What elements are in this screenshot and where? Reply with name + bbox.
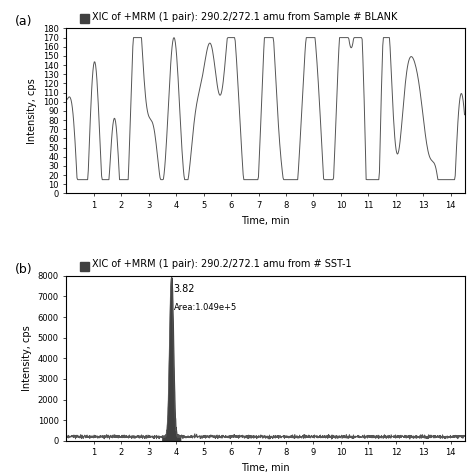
Bar: [80, 14, 89, 24]
X-axis label: Time, min: Time, min: [241, 463, 290, 473]
Text: (b): (b): [15, 263, 32, 276]
Text: 3.82: 3.82: [173, 283, 195, 293]
Bar: [80, 262, 89, 271]
Text: XIC of +MRM (1 pair): 290.2/272.1 amu from Sample # BLANK: XIC of +MRM (1 pair): 290.2/272.1 amu fr…: [92, 12, 398, 22]
Y-axis label: Intensity, cps: Intensity, cps: [22, 326, 32, 391]
X-axis label: Time, min: Time, min: [241, 216, 290, 226]
Text: Area:1.049e+5: Area:1.049e+5: [173, 303, 237, 312]
Y-axis label: Intensity, cps: Intensity, cps: [27, 78, 37, 144]
Text: (a): (a): [15, 15, 32, 28]
Text: XIC of +MRM (1 pair): 290.2/272.1 amu from # SST-1: XIC of +MRM (1 pair): 290.2/272.1 amu fr…: [92, 259, 352, 269]
